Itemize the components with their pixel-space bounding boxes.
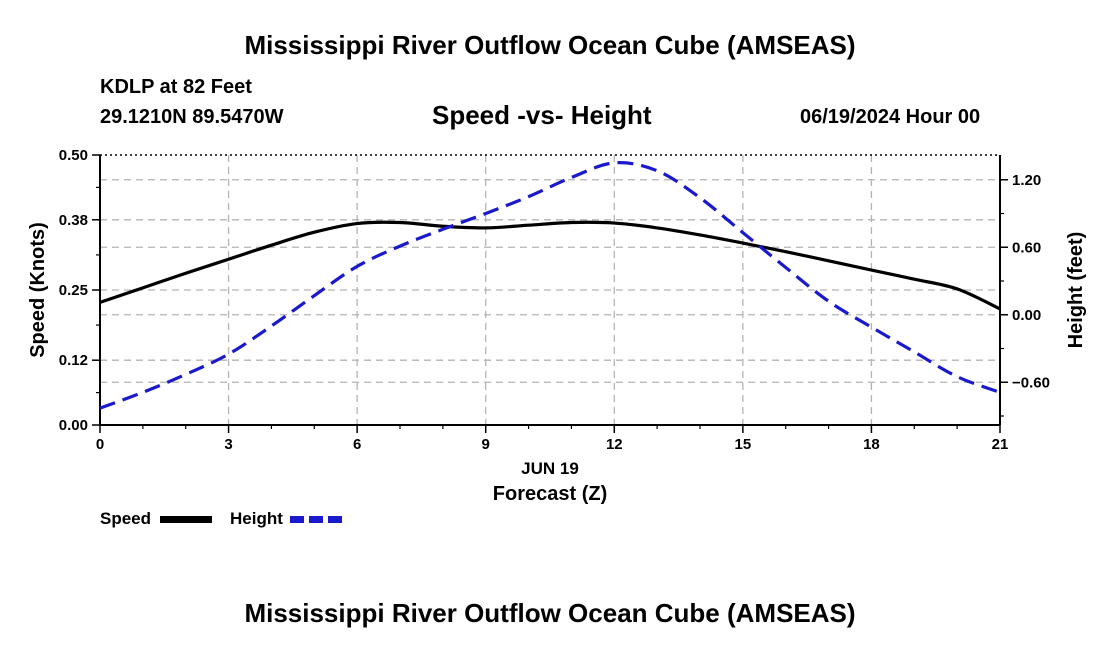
chart-subtitle: Speed -vs- Height [432,100,652,130]
forecast-datetime: 06/19/2024 Hour 00 [800,106,981,128]
y2-tick-label: 0.00 [1012,307,1041,324]
y-tick-label: 0.12 [59,352,88,369]
x-tick-label: 21 [992,436,1009,453]
x-tick-label: 6 [353,436,361,453]
height-series-line [99,161,1001,410]
y-tick-label: 0.25 [59,282,88,299]
y2-tick-label: −0.60 [1012,374,1050,391]
chart-footer-title: Mississippi River Outflow Ocean Cube (AM… [244,598,856,628]
x-tick-label: 15 [735,436,752,453]
y2-tick-label: 1.20 [1012,172,1041,189]
x-axis-title: Forecast (Z) [493,483,607,505]
speed-series-line [99,220,1001,311]
y2-tick-label: 0.60 [1012,239,1041,256]
x-tick-label: 3 [224,436,232,453]
x-tick-label: 12 [606,436,623,453]
coordinates-label: 29.1210N 89.5470W [100,106,284,128]
legend-speed-swatch [160,516,212,523]
y-tick-label: 0.50 [59,147,88,164]
legend-height-label: Height [230,509,283,528]
y-axis-title: Speed (Knots) [27,222,49,358]
legend-speed-label: Speed [100,509,152,528]
x-tick-label: 9 [482,436,490,453]
station-label: KDLP at 82 Feet [100,76,252,98]
x-tick-label: 0 [96,436,104,453]
y-tick-label: 0.38 [59,212,88,229]
legend-height-swatch [290,516,342,523]
y2-axis-title: Height (feet) [1065,232,1087,349]
chart-main-title: Mississippi River Outflow Ocean Cube (AM… [244,30,856,60]
x-tick-label: 18 [863,436,880,453]
x-axis-date: JUN 19 [521,459,579,478]
y-tick-label: 0.00 [59,417,88,434]
